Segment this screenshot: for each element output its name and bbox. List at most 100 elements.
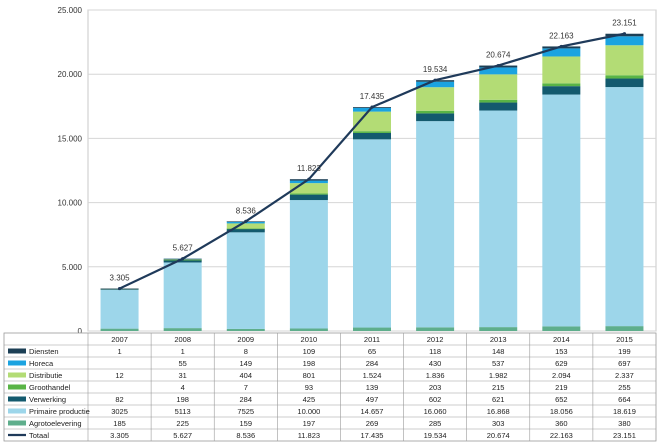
table-cell: 16.868	[487, 407, 510, 416]
bar-segment-verwerking-2011	[353, 132, 391, 140]
bar-segment-primaire-productie-2010	[289, 200, 328, 329]
table-cell: 303	[492, 419, 505, 428]
table-cell: 18.056	[550, 407, 573, 416]
data-table: 2007 2008 2009 2010 2011 2012 2013 2014 2015 Dien…	[3, 332, 657, 442]
table-frame	[3, 332, 657, 442]
table-cell: 31	[178, 371, 186, 380]
table-cell: 215	[492, 383, 505, 392]
table-cell: 285	[429, 419, 442, 428]
bar-segment-horeca-2012	[416, 81, 455, 88]
table-cell: 82	[115, 395, 123, 404]
total-data-label: 5.627	[173, 244, 194, 253]
table-cell: 185	[113, 419, 126, 428]
bar-segment-verwerking-2015	[605, 78, 644, 88]
table-cell: 697	[618, 359, 631, 368]
total-data-label: 17.435	[360, 92, 385, 101]
table-cell: 153	[555, 347, 568, 356]
bar-segment-distributie-2013	[479, 74, 518, 100]
table-cell: 537	[492, 359, 505, 368]
x-tick-label: 2015	[616, 335, 633, 344]
bar-segment-horeca-2010	[289, 180, 328, 184]
x-tick-label: 2012	[427, 335, 444, 344]
table-cell: 255	[618, 383, 631, 392]
table-cell: 404	[240, 371, 253, 380]
bar-segment-groothandel-2011	[353, 131, 391, 133]
table-cell: 5113	[175, 407, 191, 416]
bar-segment-distributie-2012	[416, 87, 455, 111]
table-cell: 1	[117, 347, 121, 356]
bar-segment-distributie-2010	[289, 183, 328, 194]
total-line	[117, 32, 627, 291]
x-tick-label: 2011	[364, 335, 380, 344]
bar-segment-primaire-productie-2013	[479, 110, 518, 328]
table-cell: 23.151	[613, 431, 636, 440]
total-data-label: 11.823	[297, 164, 321, 173]
total-point	[559, 44, 563, 49]
table-cell: 652	[555, 395, 568, 404]
bar-segment-verwerking-2014	[542, 86, 581, 95]
bar-segment-distributie-2009	[226, 223, 265, 229]
total-data-label: 19.534	[423, 65, 448, 74]
table-cell: 8	[244, 347, 248, 356]
table-cell: 2.337	[615, 371, 634, 380]
x-tick-label: 2007	[111, 335, 128, 344]
table-cell: 225	[176, 419, 189, 428]
x-tick-label: 2010	[301, 335, 318, 344]
table-cell: 7	[244, 383, 248, 392]
bar-segment-horeca-2011	[353, 107, 391, 112]
table-cell: 197	[303, 419, 316, 428]
bar-segment-horeca-2013	[479, 67, 518, 75]
total-point	[496, 63, 500, 68]
bar-segment-distributie-2014	[542, 56, 581, 84]
bar-segment-verwerking-2012	[416, 113, 455, 122]
y-tick-label: 20.000	[58, 70, 83, 79]
table-cell: 1.524	[363, 371, 382, 380]
total-data-label: 23.151	[612, 19, 637, 28]
table-cell: 497	[366, 395, 379, 404]
bar-segment-verwerking-2009	[226, 228, 265, 233]
bar-segment-agrotoelevering-2012	[416, 327, 455, 331]
table-cell: 269	[366, 419, 379, 428]
legend-label: Agrotoelevering	[29, 419, 82, 428]
total-data-label: 22.163	[549, 31, 574, 40]
y-tick-label: 5.000	[62, 263, 83, 272]
legend-swatch	[8, 396, 26, 402]
legend-label: Distributie	[29, 371, 62, 380]
table-cell: 8.536	[236, 431, 255, 440]
table-cell: 2.094	[552, 371, 571, 380]
table-cell: 14.657	[361, 407, 384, 416]
total-point	[181, 257, 185, 261]
table-cell: 7525	[237, 407, 254, 416]
bar-segment-groothandel-2014	[542, 83, 581, 87]
table-cell: 159	[240, 419, 253, 428]
table-cell: 664	[618, 395, 631, 404]
table-cell: 621	[492, 395, 505, 404]
bar-segment-primaire-productie-2007	[100, 289, 139, 329]
total-point	[622, 32, 627, 36]
total-data-label: 3.305	[110, 274, 131, 283]
table-cell: 203	[429, 383, 442, 392]
bar-segment-primaire-productie-2014	[542, 94, 581, 327]
table-cell: 55	[178, 359, 186, 368]
legend-label: Primaire productie	[29, 407, 90, 416]
bar-segment-primaire-productie-2011	[353, 139, 391, 328]
bar-segment-agrotoelevering-2010	[289, 328, 328, 331]
table-cell: 602	[429, 395, 442, 404]
table-cell: 19.534	[424, 431, 447, 440]
table-cell: 16.060	[424, 407, 447, 416]
legend-swatch	[8, 408, 26, 414]
table-cell: 3.305	[110, 431, 129, 440]
bar-segment-agrotoelevering-2009	[226, 328, 265, 331]
legend-label: Totaal	[29, 431, 49, 440]
table-cell: 425	[303, 395, 316, 404]
x-tick-label: 2008	[174, 335, 191, 344]
y-tick-label: 0	[78, 327, 83, 336]
x-tick-label: 2014	[553, 335, 570, 344]
total-point	[307, 177, 311, 181]
bar-segment-groothandel-2013	[479, 99, 518, 103]
bar-segment-horeca-2015	[605, 36, 644, 46]
table-cell: 65	[368, 347, 376, 356]
table-cell: 3025	[111, 407, 128, 416]
legend-swatch	[8, 360, 26, 366]
table-cell: 219	[555, 383, 568, 392]
